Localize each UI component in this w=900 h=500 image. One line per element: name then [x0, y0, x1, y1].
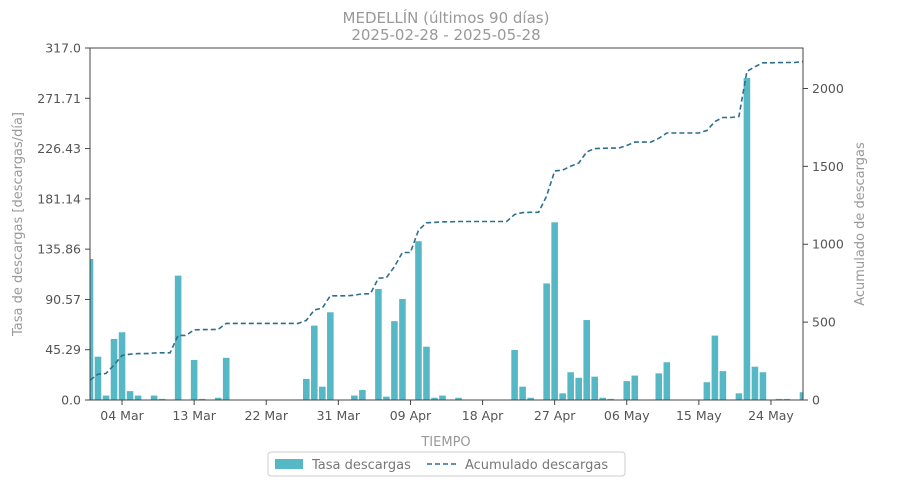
bar [591, 376, 598, 400]
y2-tick-label: 0 [812, 393, 820, 408]
x-tick-label: 09 Apr [390, 408, 432, 423]
y2-axis-label: Acumulado de descargas [853, 142, 868, 306]
bar-series [90, 77, 803, 400]
bar [543, 283, 550, 400]
x-tick-label: 24 May [748, 408, 794, 423]
y-tick-label: 45.29 [45, 342, 81, 357]
bar [759, 372, 767, 400]
bar [455, 397, 462, 400]
y-tick-label: 0.0 [61, 393, 81, 408]
bar [743, 77, 751, 400]
bar [751, 366, 759, 400]
x-tick-label: 06 May [604, 408, 650, 423]
bar [631, 375, 639, 400]
plot-frame [89, 47, 804, 401]
legend-bar-label: Tasa descargas [311, 458, 411, 473]
x-tick-label: 04 Mar [100, 408, 144, 423]
bar [415, 241, 422, 400]
x-axis-label: TIEMPO [420, 435, 470, 450]
right-y-axis: 0 500 1000 1500 2000 [803, 81, 844, 408]
bar [375, 288, 382, 400]
bar [391, 321, 398, 400]
bar [623, 381, 631, 400]
bar [158, 398, 166, 400]
bar [431, 397, 438, 400]
bar [423, 346, 430, 400]
x-axis: 04 Mar 13 Mar 22 Mar 31 Mar 09 Apr 18 Apr 27 A… [100, 400, 794, 423]
bar [567, 372, 574, 400]
bar [719, 371, 727, 400]
x-tick-label: 22 Mar [245, 408, 289, 423]
bar [90, 258, 94, 400]
bar [351, 395, 358, 400]
bar [359, 390, 366, 400]
y2-tick-label: 1500 [812, 159, 844, 174]
bar [607, 398, 615, 400]
y-axis-label: Tasa de descargas [descargas/día] [11, 112, 26, 337]
x-tick-label: 18 Apr [462, 408, 504, 423]
bar [150, 395, 158, 400]
bar [102, 395, 110, 400]
bar [134, 395, 142, 400]
bar [327, 312, 334, 400]
bar [703, 382, 711, 400]
bar [118, 332, 126, 400]
y2-tick-label: 2000 [812, 81, 844, 96]
y-tick-label: 135.86 [37, 242, 81, 257]
bar [319, 386, 326, 400]
bar [519, 386, 526, 400]
y-tick-label: 271.71 [37, 91, 81, 106]
x-tick-label: 13 Mar [172, 408, 216, 423]
y-tick-label: 181.14 [37, 191, 81, 206]
bar [735, 393, 743, 400]
bar [711, 335, 719, 400]
y-tick-label: 90.57 [45, 292, 81, 307]
bar [383, 396, 390, 400]
bar [303, 378, 310, 400]
legend-line-label: Acumulado descargas [465, 458, 608, 473]
cumulative-line [89, 60, 804, 381]
left-y-axis: 0.0 45.29 90.57 135.86 181.14 226.43 271.71 317… [37, 41, 90, 408]
x-tick-label: 31 Mar [317, 408, 361, 423]
bar [775, 398, 783, 400]
bar [551, 222, 558, 400]
bar [799, 392, 803, 400]
bar [527, 397, 534, 400]
bar [663, 362, 671, 400]
bar [222, 357, 230, 400]
bar [311, 325, 318, 400]
bar [583, 320, 590, 400]
bar [126, 391, 134, 400]
bar [511, 350, 518, 400]
bar [783, 398, 791, 400]
legend: Tasa descargas Acumulado descargas [267, 451, 626, 477]
x-tick-label: 27 Apr [534, 408, 576, 423]
y-tick-label: 226.43 [37, 141, 81, 156]
y-tick-label: 317.0 [45, 41, 81, 56]
bar [110, 338, 118, 400]
bar [190, 360, 198, 400]
chart-title: MEDELLÍN (últimos 90 días) [343, 8, 550, 27]
chart-subtitle: 2025-02-28 - 2025-05-28 [351, 26, 540, 44]
bar [575, 377, 582, 400]
bar [94, 356, 102, 400]
legend-bar-swatch [275, 459, 303, 469]
bar [559, 393, 566, 400]
bar [399, 298, 406, 400]
bar [198, 398, 206, 400]
x-tick-label: 15 May [676, 408, 722, 423]
bar [214, 397, 222, 400]
bar [439, 395, 446, 400]
bar [599, 397, 607, 400]
y2-tick-label: 500 [812, 315, 836, 330]
y2-tick-label: 1000 [812, 237, 844, 252]
bar [174, 275, 182, 400]
bar [655, 373, 663, 400]
